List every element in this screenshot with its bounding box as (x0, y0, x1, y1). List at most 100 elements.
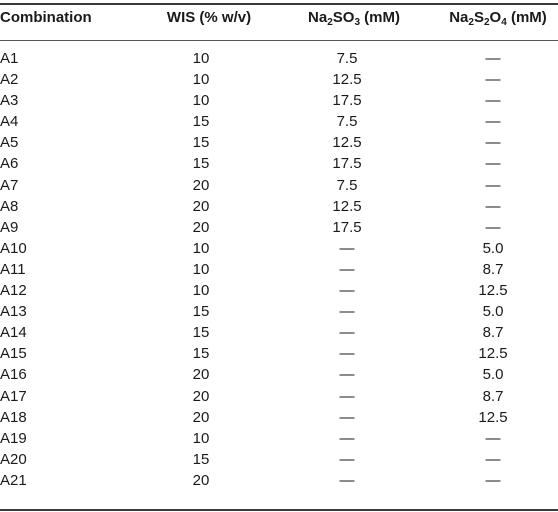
cell-combination: A14 (0, 324, 27, 342)
table-row: A19 10 — — (0, 430, 558, 451)
cell-combination: A21 (0, 471, 27, 489)
header-na2s2o4-unit: (mM) (506, 9, 547, 26)
table-row: A7 20 7.5 — (0, 177, 558, 198)
header-na2so3-sub1: 2 (327, 17, 333, 28)
cell-na2s2o4: — (485, 71, 501, 89)
table-body: A1 10 7.5 — A2 10 12.5 — A3 10 17.5 — A4 15 7.5 — A5 15 12… (0, 50, 558, 493)
table-header-row: Combination WIS (% w/v) Na2SO3 (mM) Na2S… (0, 9, 558, 31)
header-na2s2o4: Na2S2O4 (mM) (432, 9, 558, 28)
cell-na2s2o4: — (485, 197, 501, 215)
table-row: A18 20 — 12.5 (0, 409, 558, 430)
cell-combination: A8 (0, 197, 19, 215)
cell-na2so3: 12.5 (332, 134, 362, 152)
table-row: A1 10 7.5 — (0, 50, 558, 71)
cell-wis: 20 (192, 471, 210, 489)
cell-wis: 20 (192, 366, 210, 384)
cell-na2so3: 7.5 (336, 176, 358, 194)
header-na2s2o4-s: S (473, 9, 484, 26)
cell-combination: A16 (0, 366, 27, 384)
cell-combination: A11 (0, 260, 26, 278)
cell-wis: 20 (192, 218, 210, 236)
header-wis: WIS (% w/v) (166, 9, 252, 26)
table-row: A21 20 — — (0, 472, 558, 493)
cell-na2so3: — (339, 471, 355, 489)
table-bottom-rule (0, 509, 558, 511)
cell-na2so3: — (339, 303, 355, 321)
cell-combination: A2 (0, 71, 19, 89)
cell-combination: A15 (0, 345, 27, 363)
cell-wis: 20 (192, 197, 210, 215)
table-row: A13 15 — 5.0 (0, 303, 558, 324)
cell-na2so3: 12.5 (332, 197, 362, 215)
cell-na2s2o4: 12.5 (478, 408, 508, 426)
cell-na2so3: — (339, 450, 355, 468)
cell-na2so3: 17.5 (332, 155, 362, 173)
header-na2so3-na: Na (308, 9, 328, 26)
cell-na2so3: 17.5 (332, 218, 362, 236)
cell-wis: 20 (192, 387, 210, 405)
table-row: A14 15 — 8.7 (0, 324, 558, 345)
cell-combination: A17 (0, 387, 27, 405)
cell-na2s2o4: 8.7 (482, 260, 504, 278)
cell-na2s2o4: 5.0 (482, 366, 504, 384)
cell-na2so3: — (339, 429, 355, 447)
table-row: A3 10 17.5 — (0, 92, 558, 113)
cell-na2s2o4: — (485, 471, 501, 489)
cell-combination: A7 (0, 176, 19, 194)
cell-na2s2o4: — (485, 134, 501, 152)
header-combination: Combination (0, 9, 92, 26)
cell-na2so3: — (339, 345, 355, 363)
table-row: A17 20 — 8.7 (0, 388, 558, 409)
cell-na2s2o4: 12.5 (478, 345, 508, 363)
table-row: A15 15 — 12.5 (0, 345, 558, 366)
header-na2so3-unit: (mM) (360, 9, 400, 26)
cell-wis: 15 (192, 450, 210, 468)
header-na2so3-so: SO (332, 9, 355, 26)
table-row: A11 10 — 8.7 (0, 261, 558, 282)
table-row: A4 15 7.5 — (0, 113, 558, 134)
cell-combination: A18 (0, 408, 27, 426)
table-row: A9 20 17.5 — (0, 219, 558, 240)
cell-combination: A20 (0, 450, 27, 468)
cell-wis: 15 (192, 324, 210, 342)
cell-na2s2o4: — (485, 429, 501, 447)
cell-na2so3: — (339, 366, 355, 384)
cell-wis: 15 (192, 113, 210, 131)
header-na2s2o4-sub2: 2 (483, 17, 490, 28)
cell-na2s2o4: — (485, 113, 501, 131)
cell-na2s2o4: — (485, 218, 501, 236)
table-row: A12 10 — 12.5 (0, 282, 558, 303)
table-row: A5 15 12.5 — (0, 134, 558, 155)
cell-combination: A4 (0, 113, 19, 131)
cell-wis: 10 (192, 239, 210, 257)
cell-na2s2o4: 5.0 (482, 239, 504, 257)
table-top-rule (0, 3, 558, 5)
cell-wis: 10 (192, 71, 210, 89)
cell-na2s2o4: — (485, 450, 501, 468)
cell-combination: A6 (0, 155, 19, 173)
cell-na2s2o4: 12.5 (478, 282, 508, 300)
cell-na2so3: — (339, 260, 355, 278)
cell-na2s2o4: 8.7 (482, 324, 504, 342)
cell-combination: A5 (0, 134, 19, 152)
cell-combination: A10 (0, 239, 27, 257)
cell-wis: 20 (192, 408, 210, 426)
table-row: A20 15 — — (0, 451, 558, 472)
header-na2s2o4-na: Na (449, 9, 469, 26)
cell-combination: A13 (0, 303, 27, 321)
cell-combination: A19 (0, 429, 27, 447)
table-row: A8 20 12.5 — (0, 198, 558, 219)
cell-na2so3: — (339, 387, 355, 405)
cell-na2s2o4: 5.0 (482, 303, 504, 321)
cell-combination: A1 (0, 50, 19, 67)
table-row: A16 20 — 5.0 (0, 366, 558, 387)
header-na2so3: Na2SO3 (mM) (288, 9, 420, 28)
cell-na2s2o4: 8.7 (482, 387, 504, 405)
header-na2s2o4-sub3: 4 (501, 17, 507, 28)
cell-na2so3: 7.5 (336, 50, 358, 67)
cell-na2so3: 17.5 (332, 92, 362, 110)
header-na2so3-sub2: 3 (354, 17, 360, 28)
cell-na2so3: — (339, 324, 355, 342)
header-na2s2o4-sub1: 2 (468, 17, 474, 28)
cell-wis: 15 (192, 155, 210, 173)
